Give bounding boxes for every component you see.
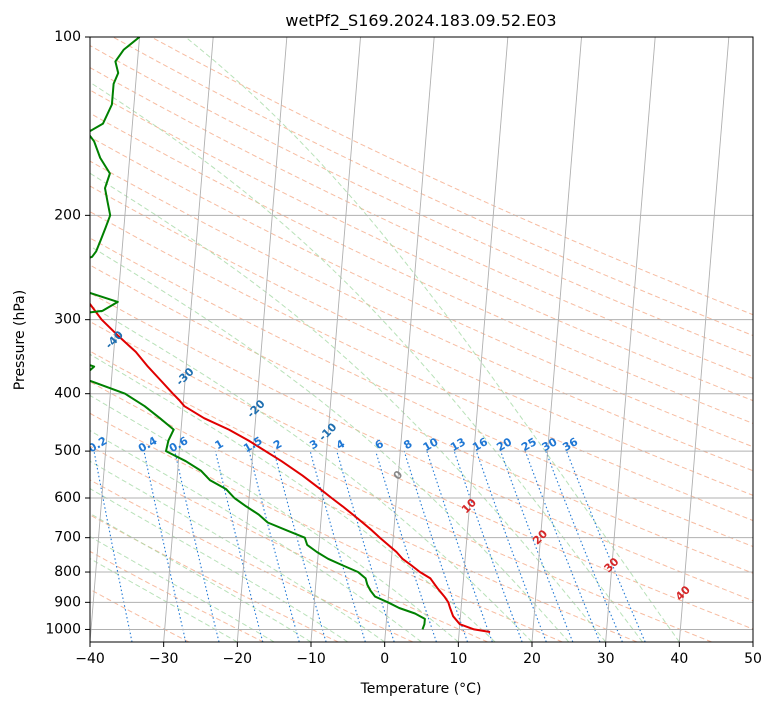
isotherm [531, 37, 582, 642]
moist-adiabat [185, 37, 680, 642]
mixing-ratio-line [426, 450, 493, 642]
dry-adiabat [90, 588, 190, 642]
moist-adiabat [90, 245, 570, 642]
mixing-ratio-line [375, 450, 437, 642]
mixing-ratio-line [143, 450, 187, 642]
isotherm [678, 37, 730, 642]
background-reference-lines [47, 37, 753, 642]
mixing-ratio-line [273, 450, 327, 642]
dry-adiabat [90, 237, 753, 548]
mixing-ratio-line [545, 450, 623, 642]
dry-adiabat [90, 321, 753, 630]
plot-background [90, 37, 753, 642]
dry-adiabat [90, 292, 753, 602]
dry-adiabat [90, 412, 563, 642]
mixing-ratio-line [500, 450, 574, 642]
x-tick-label: 30 [597, 651, 615, 667]
x-tick-label: 10 [449, 651, 467, 667]
y-tick-label: 800 [54, 564, 81, 580]
x-tick-label: 20 [523, 651, 541, 667]
temperature-line [90, 302, 491, 633]
moist-adiabat [90, 536, 275, 642]
dry-adiabat [90, 211, 753, 522]
isotherm [457, 37, 509, 642]
x-tick-label: −30 [149, 651, 179, 667]
chart-title: wetPf2_S169.2024.183.09.52.E03 [285, 11, 556, 31]
y-axis-title: Pressure (hPa) [12, 290, 28, 390]
x-axis-title: Temperature (°C) [360, 681, 482, 697]
x-tick-label: −20 [223, 651, 253, 667]
dry-adiabat [90, 67, 753, 379]
y-tick-label: 300 [54, 312, 81, 328]
plot-frame [89, 36, 754, 643]
y-tick-label: 600 [54, 490, 81, 506]
isotherm [163, 37, 214, 642]
moist-adiabat [90, 430, 422, 642]
mixing-ratio-line [453, 450, 523, 642]
y-tick-label: 900 [54, 594, 81, 610]
y-tick-label: 400 [54, 386, 81, 402]
x-axis-ticks: −40 −30 −20 −10 0 10 20 30 40 50 [75, 642, 762, 667]
x-tick-label: −10 [296, 651, 326, 667]
pressure-gridlines [90, 37, 753, 630]
dry-adiabat [90, 185, 753, 496]
isotherm [752, 636, 753, 642]
y-tick-label: 100 [54, 29, 81, 45]
x-tick-label: −40 [75, 651, 105, 667]
dry-adiabat [90, 550, 264, 642]
mixing-ratio-line [309, 450, 366, 642]
moist-adiabat [90, 460, 385, 642]
isotherm [605, 37, 656, 642]
y-tick-label: 500 [54, 443, 81, 459]
mixing-ratio-line [524, 450, 601, 642]
y-tick-label: 200 [54, 207, 81, 223]
y-tick-label: 700 [54, 530, 81, 546]
dry-adiabat [90, 160, 753, 472]
y-tick-label: 1000 [45, 621, 81, 637]
moist-adiabat [90, 304, 533, 642]
x-tick-label: 40 [670, 651, 688, 667]
mixing-ratio-line [214, 450, 264, 642]
dry-adiabat [150, 37, 753, 316]
mixing-ratio-line [475, 450, 547, 642]
moist-adiabat [90, 81, 643, 642]
isotherm-label: -50 [33, 285, 56, 308]
dry-adiabat [90, 45, 753, 358]
mixing-ratio-line [93, 450, 133, 642]
mixing-ratio-line [47, 451, 82, 642]
mixing-ratio-line [174, 450, 220, 642]
moist-adiabat [90, 172, 607, 642]
mixing-ratio-line [248, 450, 300, 642]
isotherm [90, 37, 140, 642]
isotherm [236, 37, 288, 642]
moist-adiabat [90, 394, 459, 642]
y-axis-ticks: 100 200 300 400 500 600 700 800 900 1000 [45, 29, 90, 637]
x-tick-label: 0 [380, 651, 389, 667]
mixing-ratio-line [403, 450, 469, 642]
isotherm [310, 37, 361, 642]
x-tick-label: 50 [744, 651, 762, 667]
dry-adiabat [112, 37, 753, 337]
isotherm [384, 37, 435, 642]
dry-adiabat [90, 381, 638, 642]
